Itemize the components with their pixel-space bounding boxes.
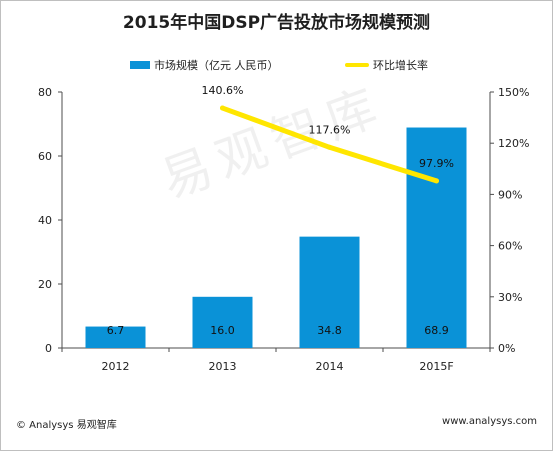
growth-rate-line [220, 105, 439, 184]
x-tick-label: 2015F [419, 360, 453, 373]
bar-value-label: 34.8 [317, 324, 342, 337]
chart-title: 2015年中国DSP广告投放市场规模预测 [122, 13, 431, 33]
y-left-tick-label: 80 [38, 86, 52, 99]
x-tick-label: 2014 [316, 360, 344, 373]
growth-rate-label: 140.6% [202, 84, 244, 97]
legend-swatch-line [345, 63, 369, 67]
y-right-tick-label: 90% [498, 188, 522, 201]
legend-label-line: 环比增长率 [373, 59, 428, 72]
bar [192, 296, 253, 348]
y-right-tick-label: 60% [498, 240, 522, 253]
y-left-tick-label: 40 [38, 214, 52, 227]
copyright-text: © Analysys 易观智库 [16, 420, 117, 431]
legend-item-line: 环比增长率 [345, 57, 428, 73]
x-tick-label: 2013 [209, 360, 237, 373]
y-left-tick-label: 60 [38, 150, 52, 163]
growth-rate-label: 97.9% [419, 157, 454, 170]
growth-rate-point [434, 178, 439, 184]
y-left-tick-label: 20 [38, 278, 52, 291]
legend-label-bar: 市场规模（亿元 人民币） [154, 59, 279, 72]
y-right-tick-label: 0% [498, 342, 515, 355]
bar-value-label: 6.7 [107, 324, 125, 337]
legend: 市场规模（亿元 人民币） 环比增长率 [0, 57, 553, 73]
y-right-tick-label: 30% [498, 291, 522, 304]
bar-value-label: 16.0 [210, 324, 235, 337]
bar [406, 127, 467, 349]
y-right-tick-label: 150% [498, 86, 529, 99]
growth-rate-point [327, 144, 332, 150]
bar [85, 326, 146, 348]
growth-rate-label: 117.6% [309, 123, 351, 136]
bar-value-label: 68.9 [424, 324, 449, 337]
website-url: www.analysys.com [442, 416, 537, 427]
y-left-tick-label: 0 [45, 342, 52, 355]
growth-rate-point [220, 105, 225, 111]
y-right-tick-label: 120% [498, 137, 529, 150]
legend-swatch-bar [130, 61, 150, 69]
bar [299, 236, 360, 348]
legend-item-bar: 市场规模（亿元 人民币） [130, 57, 279, 73]
x-tick-label: 2012 [102, 360, 130, 373]
